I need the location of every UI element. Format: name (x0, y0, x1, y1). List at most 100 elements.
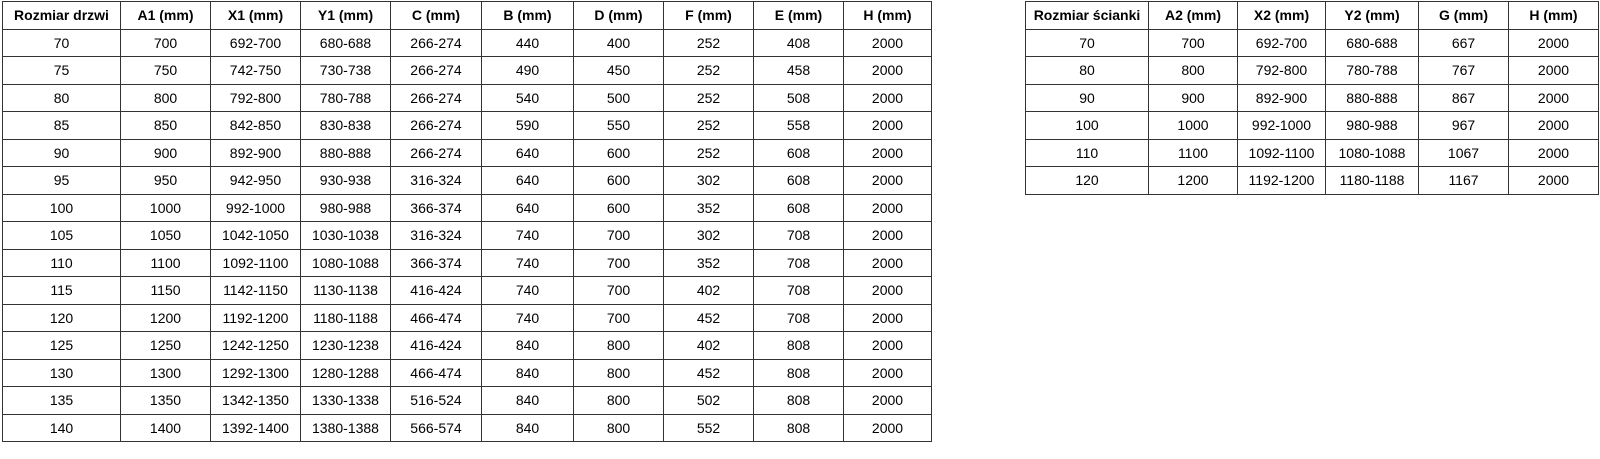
table-cell: 2000 (843, 138, 932, 167)
table-row: 110 1100 1092-1100 1080-1088 1067 2000 (1025, 138, 1599, 167)
table-cell: 840 (481, 331, 574, 360)
table-cell: 680-688 (1325, 28, 1419, 57)
table-cell: 700 (573, 303, 664, 332)
table-cell: 992-1000 (1237, 111, 1326, 140)
table-cell: 85 (2, 111, 121, 140)
table-cell: 930-938 (300, 166, 391, 195)
table-cell: 600 (573, 193, 664, 222)
table-cell: 1142-1150 (210, 276, 301, 305)
table-cell: 540 (481, 83, 574, 112)
table-cell: 400 (573, 28, 664, 57)
column-header: A1 (mm) (120, 1, 211, 30)
table-cell: 740 (481, 221, 574, 250)
table-cell: 120 (2, 303, 121, 332)
table-cell: 1280-1288 (300, 358, 391, 387)
table-cell: 2000 (843, 358, 932, 387)
column-header: G (mm) (1418, 1, 1509, 30)
table-cell: 1092-1100 (1237, 138, 1326, 167)
table-cell: 1392-1400 (210, 413, 301, 442)
table-cell: 115 (2, 276, 121, 305)
table-cell: 266-274 (390, 111, 482, 140)
table-row: 125 1250 1242-1250 1230-1238 416-424 840 800 40… (2, 331, 932, 360)
table-cell: 440 (481, 28, 574, 57)
table-cell: 266-274 (390, 56, 482, 85)
table-cell: 2000 (1508, 138, 1599, 167)
table-cell: 1030-1038 (300, 221, 391, 250)
table-cell: 867 (1418, 83, 1509, 112)
table-cell: 2000 (843, 221, 932, 250)
table-cell: 1192-1200 (210, 303, 301, 332)
table-cell: 266-274 (390, 83, 482, 112)
table-cell: 800 (573, 413, 664, 442)
table-cell: 452 (663, 303, 754, 332)
table-cell: 2000 (843, 331, 932, 360)
column-header: B (mm) (481, 1, 574, 30)
table-row: 70 700 692-700 680-688 667 2000 (1025, 28, 1599, 57)
table-cell: 100 (2, 193, 121, 222)
table-cell: 792-800 (1237, 56, 1326, 85)
table-cell: 1350 (120, 386, 211, 415)
table-row: 90 900 892-900 880-888 266-274 640 600 252 608 20… (2, 138, 932, 167)
table-cell: 742-750 (210, 56, 301, 85)
column-header: F (mm) (663, 1, 754, 30)
table-cell: 366-374 (390, 248, 482, 277)
table-cell: 840 (481, 413, 574, 442)
table-cell: 140 (2, 413, 121, 442)
table-cell: 2000 (843, 413, 932, 442)
table-cell: 1080-1088 (1325, 138, 1419, 167)
table-cell: 767 (1418, 56, 1509, 85)
table-cell: 266-274 (390, 138, 482, 167)
table-cell: 667 (1418, 28, 1509, 57)
column-header: Rozmiar ścianki (1025, 1, 1149, 30)
table-cell: 792-800 (210, 83, 301, 112)
table-cell: 1100 (1148, 138, 1238, 167)
table-cell: 967 (1418, 111, 1509, 140)
column-header: X1 (mm) (210, 1, 301, 30)
table-cell: 316-324 (390, 166, 482, 195)
table-cell: 700 (1148, 28, 1238, 57)
column-header: Y2 (mm) (1325, 1, 1419, 30)
table-cell: 1192-1200 (1237, 166, 1326, 195)
table-cell: 1167 (1418, 166, 1509, 195)
table-cell: 608 (753, 138, 844, 167)
table-cell: 466-474 (390, 358, 482, 387)
table-cell: 2000 (843, 386, 932, 415)
header-row: Rozmiar ścianki A2 (mm) X2 (mm) Y2 (mm) G (m… (1025, 1, 1599, 30)
table-cell: 992-1000 (210, 193, 301, 222)
table-cell: 1150 (120, 276, 211, 305)
table-cell: 980-988 (1325, 111, 1419, 140)
table-cell: 2000 (843, 248, 932, 277)
table-cell: 2000 (843, 303, 932, 332)
table-row: 90 900 892-900 880-888 867 2000 (1025, 83, 1599, 112)
table-cell: 1000 (120, 193, 211, 222)
table-cell: 640 (481, 138, 574, 167)
table-cell: 808 (753, 386, 844, 415)
table-cell: 2000 (1508, 28, 1599, 57)
table-cell: 90 (2, 138, 121, 167)
table-cell: 608 (753, 166, 844, 195)
column-header: C (mm) (390, 1, 482, 30)
table-cell: 252 (663, 138, 754, 167)
table-cell: 1330-1338 (300, 386, 391, 415)
table-cell: 316-324 (390, 221, 482, 250)
table-cell: 105 (2, 221, 121, 250)
table-cell: 80 (2, 83, 121, 112)
table-row: 70 700 692-700 680-688 266-274 440 400 252 408 20… (2, 28, 932, 57)
table-cell: 900 (1148, 83, 1238, 112)
table-cell: 1180-1188 (1325, 166, 1419, 195)
table-cell: 850 (120, 111, 211, 140)
table-cell: 402 (663, 331, 754, 360)
table-cell: 70 (2, 28, 121, 57)
table-cell: 266-274 (390, 28, 482, 57)
table-cell: 608 (753, 193, 844, 222)
table-row: 105 1050 1042-1050 1030-1038 316-324 740 700 30… (2, 221, 932, 250)
table-cell: 808 (753, 331, 844, 360)
table-cell: 2000 (1508, 111, 1599, 140)
table-cell: 1200 (120, 303, 211, 332)
table-cell: 2000 (1508, 83, 1599, 112)
column-header: H (mm) (843, 1, 932, 30)
table-cell: 252 (663, 56, 754, 85)
table-cell: 740 (481, 276, 574, 305)
table-cell: 1242-1250 (210, 331, 301, 360)
header-row: Rozmiar drzwi A1 (mm) X1 (mm) Y1 (mm) C (mm)… (2, 1, 932, 30)
